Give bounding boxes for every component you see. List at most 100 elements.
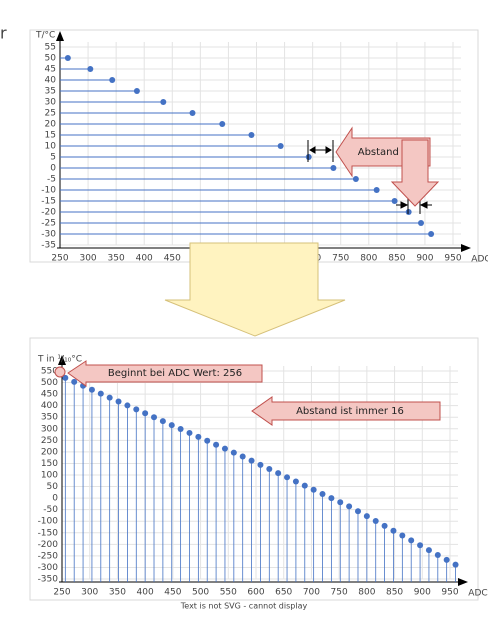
x-tick-label: 250: [51, 254, 68, 264]
y-tick-label: 20: [45, 120, 57, 130]
y-tick-label: -25: [41, 219, 56, 229]
x-tick-label: 850: [386, 588, 403, 598]
point: [133, 88, 140, 94]
point: [248, 132, 255, 138]
down-arrow: [390, 139, 440, 207]
point: [239, 453, 246, 460]
point: [434, 551, 441, 558]
x-tick-label: 300: [81, 588, 98, 598]
y-tick-label: 30: [45, 98, 57, 108]
point: [106, 394, 113, 401]
y-tick-label: -250: [38, 551, 59, 561]
x-tick-label: 750: [331, 588, 348, 598]
point: [373, 187, 380, 193]
point: [109, 77, 116, 83]
x-tick-label: 250: [53, 588, 70, 598]
x-tick-label: 900: [416, 254, 433, 264]
x-tick-label: 800: [358, 588, 375, 598]
y-tick-label: -300: [38, 563, 59, 573]
y-tick-label: -350: [38, 575, 59, 585]
y-axis-label: T/°C: [35, 31, 55, 41]
point: [133, 406, 140, 413]
y-tick-label: -100: [38, 517, 59, 527]
x-tick-label: 700: [303, 588, 320, 598]
y-tick-label: 350: [41, 413, 58, 423]
annotation: Abstand un...: [358, 147, 425, 158]
fragment: r: [0, 24, 7, 43]
point: [64, 55, 71, 61]
x-tick-label: 350: [108, 254, 125, 264]
y-tick-label: 5: [50, 153, 56, 163]
point: [219, 121, 226, 127]
y-tick-label: 200: [41, 447, 58, 457]
x-tick-label: 850: [388, 254, 405, 264]
point: [381, 522, 388, 529]
x-tick-label: 900: [414, 588, 431, 598]
point: [221, 445, 228, 452]
y-tick-label: 150: [41, 459, 58, 469]
x-tick-label: 600: [247, 588, 264, 598]
point: [186, 429, 193, 436]
point: [115, 398, 122, 405]
point: [177, 426, 184, 433]
y-tick-label: -35: [41, 241, 56, 251]
dimension-arrows: [307, 140, 432, 214]
point: [305, 154, 312, 160]
x-tick-label: 950: [444, 254, 461, 264]
point: [328, 495, 335, 502]
x-tick-label: 350: [109, 588, 126, 598]
y-tick-label: -150: [38, 528, 59, 538]
axis-arrow: [56, 31, 64, 41]
point: [266, 465, 273, 472]
x-tick-label: 300: [79, 254, 96, 264]
point: [159, 418, 166, 425]
y-tick-label: -15: [41, 197, 56, 207]
point: [204, 437, 211, 444]
point: [87, 66, 94, 72]
point: [399, 532, 406, 539]
axis-arrow: [461, 244, 471, 252]
point: [417, 220, 424, 226]
y-tick-label: 40: [45, 76, 57, 86]
y-tick-label: 400: [41, 401, 58, 411]
point: [372, 517, 379, 524]
point: [284, 474, 291, 481]
y-tick-label: 250: [41, 436, 58, 446]
point: [124, 402, 131, 409]
annotation: Abstand ist immer 16: [296, 406, 404, 417]
point: [443, 556, 450, 563]
point: [301, 482, 308, 489]
point: [142, 410, 149, 417]
point: [88, 386, 95, 393]
point: [310, 486, 317, 493]
point: [257, 461, 264, 468]
x-tick-label: 650: [275, 588, 292, 598]
y-tick-label: -200: [38, 540, 59, 550]
y-tick-label: -30: [41, 230, 56, 240]
y-tick-label: -5: [47, 175, 56, 185]
y-tick-label: 15: [45, 131, 56, 141]
point: [405, 209, 412, 215]
axis-arrow: [458, 578, 468, 586]
y-tick-label: -20: [41, 208, 56, 218]
point: [248, 457, 255, 464]
x-axis-label: ADC-Wert: [468, 589, 488, 599]
y-tick-label: 550: [41, 367, 58, 377]
point: [337, 499, 344, 506]
y-tick-label: 100: [41, 471, 58, 481]
point: [417, 542, 424, 549]
point: [354, 508, 361, 515]
y-tick-label: 45: [45, 65, 56, 75]
point: [452, 561, 459, 568]
point: [292, 478, 299, 485]
y-tick-label: 0: [50, 164, 56, 174]
point: [428, 231, 435, 237]
point: [230, 449, 237, 456]
x-tick-label: 450: [164, 254, 181, 264]
x-tick-label: 750: [332, 254, 349, 264]
y-axis-label: T in ¹/₁₀°C: [37, 355, 82, 365]
point: [363, 513, 370, 520]
point: [319, 490, 326, 497]
callout-arrow: [251, 396, 441, 426]
